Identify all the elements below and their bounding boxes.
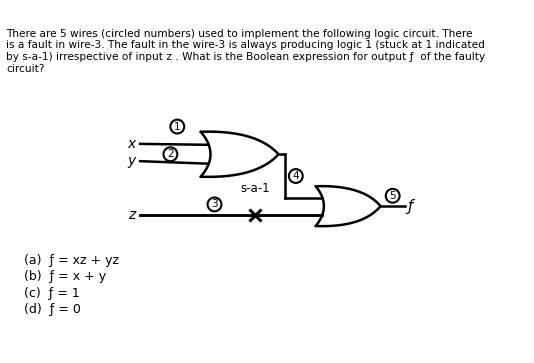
- Polygon shape: [201, 132, 279, 177]
- Circle shape: [289, 169, 303, 183]
- Text: There are 5 wires (circled numbers) used to implement the following logic circui: There are 5 wires (circled numbers) used…: [6, 29, 485, 74]
- Text: s-a-1: s-a-1: [240, 182, 270, 195]
- Text: (a)  ƒ = xz + yz: (a) ƒ = xz + yz: [24, 254, 119, 267]
- Text: y: y: [128, 154, 136, 168]
- Text: (c)  ƒ = 1: (c) ƒ = 1: [24, 287, 80, 299]
- Circle shape: [163, 147, 177, 161]
- Circle shape: [208, 197, 222, 211]
- Text: (b)  ƒ = x + y: (b) ƒ = x + y: [24, 270, 106, 283]
- Text: (d)  ƒ = 0: (d) ƒ = 0: [24, 303, 81, 316]
- Text: 1: 1: [174, 122, 180, 131]
- Text: z: z: [129, 208, 136, 222]
- Text: 5: 5: [389, 191, 396, 201]
- Text: ƒ: ƒ: [407, 199, 413, 214]
- Circle shape: [386, 189, 399, 203]
- Text: 4: 4: [293, 171, 299, 181]
- Text: x: x: [128, 137, 136, 151]
- Text: 2: 2: [167, 149, 174, 159]
- Text: 3: 3: [211, 199, 218, 209]
- Polygon shape: [316, 186, 381, 226]
- Circle shape: [170, 120, 184, 134]
